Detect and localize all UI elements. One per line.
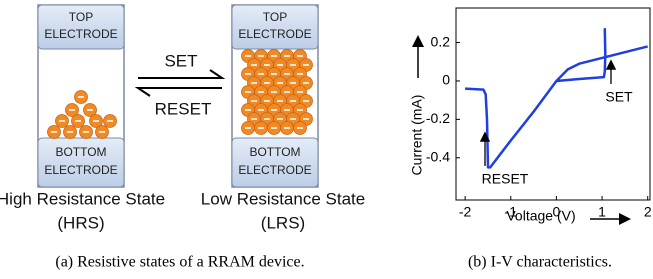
x-tick-label: 2 [644,204,652,220]
x-tick-label: 1 [598,204,606,220]
caption: (b) I-V characteristics. [468,254,612,271]
electrode-label: TOP [69,10,93,24]
annotation: SET [605,89,633,105]
caption: (a) Resistive states of a RRAM device. [55,254,304,271]
y-axis-label: Current (mA) [409,95,425,176]
electrode-label: ELECTRODE [44,163,117,177]
set-arrow [138,70,222,78]
electrode-label: TOP [263,10,287,24]
y-tick-label: -0.4 [426,148,450,164]
x-tick-label: -2 [459,204,472,220]
state-label: High Resistance State [0,189,165,208]
y-tick-label: -0.2 [426,110,450,126]
state-label: (HRS) [57,213,104,232]
y-tick-label: 0 [442,72,450,88]
annotation: RESET [482,171,529,187]
reset-arrow [138,88,222,96]
electrode-label: ELECTRODE [238,27,311,41]
state-label: (LRS) [261,213,305,232]
state-label: Low Resistance State [201,189,365,208]
figure: TOP ELECTRODE BOTTOM ELECTRODE TOP ELECT… [0,0,653,274]
electrode-label: BOTTOM [249,145,300,159]
electrode-label: BOTTOM [55,145,106,159]
x-axis-label: Voltage (V) [506,208,575,224]
arrow-label: RESET [155,99,212,118]
page: TOP ELECTRODE BOTTOM ELECTRODE TOP ELECT… [0,0,653,274]
y-tick-label: 0.2 [431,33,451,49]
arrow-label: SET [164,51,197,70]
electrode-label: ELECTRODE [238,163,311,177]
electrode-label: ELECTRODE [44,27,117,41]
